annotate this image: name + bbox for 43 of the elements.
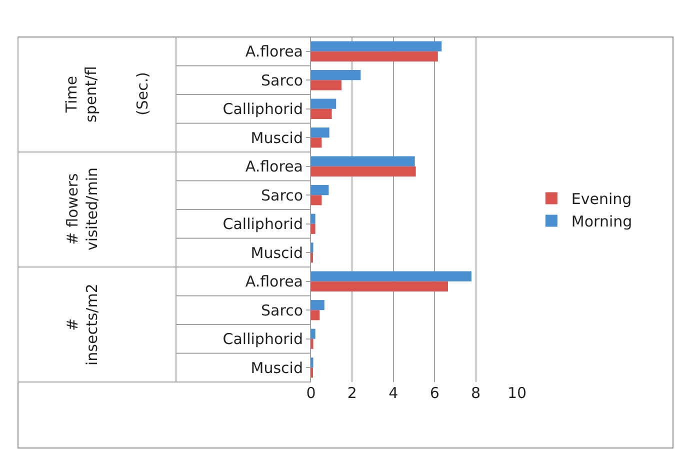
x-tick-label: 6 (430, 384, 440, 402)
bar (311, 128, 330, 138)
bar (311, 185, 329, 196)
y-tick-label: Muscid (250, 244, 303, 262)
x-tick-label: 8 (471, 384, 481, 402)
text: # insects/m2 (64, 284, 101, 366)
bar (311, 214, 316, 224)
x-tick-label: 4 (388, 384, 398, 402)
y-tick-label: A.florea (245, 272, 303, 291)
y-tick-label: Muscid (250, 358, 303, 377)
y-tick-label: Calliphorid (222, 215, 303, 234)
text: # flowers visited/min (64, 168, 101, 250)
x-tick-label: 2 (347, 384, 357, 402)
y-tick-label: A.florea (245, 158, 303, 176)
y-tick-label: Sarco (261, 301, 303, 320)
y-tick-label: Sarco (261, 71, 303, 90)
bar (311, 224, 316, 234)
text: Time spent/fl (62, 66, 100, 122)
bar (311, 138, 322, 148)
bar (311, 108, 332, 119)
bar (311, 80, 342, 90)
bar (311, 51, 438, 62)
bar (311, 41, 442, 52)
y-tick-label: A.florea (245, 42, 303, 61)
bar (311, 281, 448, 292)
bar (311, 300, 324, 310)
bar (311, 70, 361, 80)
x-tick-label: 0 (306, 384, 316, 402)
y-tick-label: Sarco (261, 186, 303, 204)
bar (311, 166, 416, 176)
bar (311, 310, 320, 320)
x-tick-label: 10 (507, 384, 527, 402)
legend-label: Evening (571, 190, 632, 208)
bar (311, 271, 472, 282)
y-tick-label: Calliphorid (222, 330, 303, 348)
legend-label: Morning (571, 212, 632, 231)
y-tick-label: Calliphorid (222, 100, 303, 118)
bar (311, 156, 415, 166)
y-tick-label: Muscid (250, 128, 303, 147)
bar (311, 195, 322, 206)
bar (311, 98, 336, 109)
text: (Sec.) (134, 72, 152, 116)
bar (311, 328, 316, 339)
